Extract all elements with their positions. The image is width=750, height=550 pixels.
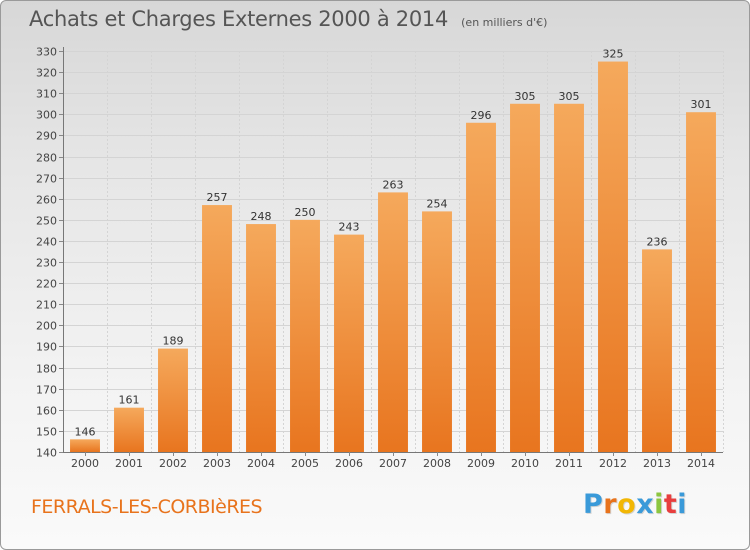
bar-value-label: 189: [163, 335, 184, 348]
chart-title: Achats et Charges Externes 2000 à 2014: [29, 7, 449, 31]
bar: [466, 122, 496, 452]
x-tick-label: 2005: [291, 457, 319, 470]
bar-value-label: 325: [603, 48, 624, 61]
y-tick-label: 260: [36, 194, 57, 207]
bar: [70, 439, 100, 452]
y-tick-label: 170: [36, 384, 57, 397]
bar-value-label: 250: [295, 206, 316, 219]
logo-letter: P: [583, 489, 604, 520]
x-tick-label: 2009: [467, 457, 495, 470]
x-tick-label: 2002: [159, 457, 187, 470]
x-tick-label: 2013: [643, 457, 671, 470]
bar-value-label: 296: [471, 109, 492, 122]
x-tick-label: 2012: [599, 457, 627, 470]
title-row: Achats et Charges Externes 2000 à 2014 (…: [29, 7, 547, 31]
bar: [422, 211, 452, 452]
bar-value-label: 161: [119, 394, 140, 407]
bar: [686, 112, 716, 452]
bar-value-label: 254: [427, 197, 448, 210]
bar-value-label: 243: [339, 221, 360, 234]
bar: [114, 407, 144, 452]
x-tick-label: 2000: [71, 457, 99, 470]
y-tick-label: 220: [36, 278, 57, 291]
bar: [334, 234, 364, 452]
y-tick-label: 250: [36, 215, 57, 228]
y-tick-label: 230: [36, 257, 57, 270]
x-tick-label: 2007: [379, 457, 407, 470]
chart-subtitle: (en milliers d'€): [461, 16, 548, 29]
bar: [290, 219, 320, 452]
y-tick-label: 200: [36, 320, 57, 333]
data-labels: 146 161 189 257 248 250 243 263 254 296 305 305 325 2…: [75, 48, 712, 439]
bar-value-label: 301: [691, 98, 712, 111]
y-tick-label: 290: [36, 130, 57, 143]
bar-value-label: 236: [647, 235, 668, 248]
y-tick-label: 140: [36, 447, 57, 460]
bar: [378, 192, 408, 452]
bar-value-label: 257: [207, 191, 228, 204]
y-tick-label: 160: [36, 405, 57, 418]
x-tick-label: 2008: [423, 457, 451, 470]
y-tick-label: 330: [36, 46, 57, 59]
bar: [158, 348, 188, 452]
logo-letter: i: [654, 489, 664, 520]
y-tick-label: 310: [36, 88, 57, 101]
y-tick-label: 180: [36, 363, 57, 376]
place-name: FERRALS-LES-CORBIèRES: [31, 496, 263, 518]
y-tick-label: 190: [36, 341, 57, 354]
x-tick-label: 2011: [555, 457, 583, 470]
y-tick-label: 320: [36, 67, 57, 80]
logo-letter: x: [636, 489, 655, 520]
bar: [642, 249, 672, 452]
logo-letter: r: [603, 489, 618, 520]
x-tick-label: 2006: [335, 457, 363, 470]
y-tick-label: 270: [36, 173, 57, 186]
logo-letter: i: [677, 489, 688, 520]
bars: [70, 61, 716, 453]
bar-value-label: 305: [559, 90, 580, 103]
bar-value-label: 248: [251, 210, 272, 223]
logo-letter: o: [617, 489, 637, 520]
x-tick-label: 2014: [687, 457, 715, 470]
y-tick-label: 240: [36, 236, 57, 249]
y-tick-label: 280: [36, 152, 57, 165]
logo-letter: t: [663, 489, 678, 520]
x-tick-label: 2001: [115, 457, 143, 470]
bar: [510, 103, 540, 453]
proxiti-logo[interactable]: Proxiti: [583, 489, 687, 520]
x-tick-label: 2004: [247, 457, 275, 470]
bar: [554, 103, 584, 453]
bar: [598, 61, 628, 452]
y-tick-label: 150: [36, 426, 57, 439]
x-tick-label: 2010: [511, 457, 539, 470]
x-tick-label: 2003: [203, 457, 231, 470]
bar: [202, 205, 232, 452]
bar-value-label: 305: [515, 90, 536, 103]
y-tick-label: 300: [36, 109, 57, 122]
bar: [246, 224, 276, 452]
y-tick-label: 210: [36, 299, 57, 312]
bar-value-label: 263: [383, 178, 404, 191]
bar-value-label: 146: [75, 425, 96, 438]
axes: 140 150 160 170 180 190 200 210 220 230 240 250 260 2…: [36, 46, 723, 470]
